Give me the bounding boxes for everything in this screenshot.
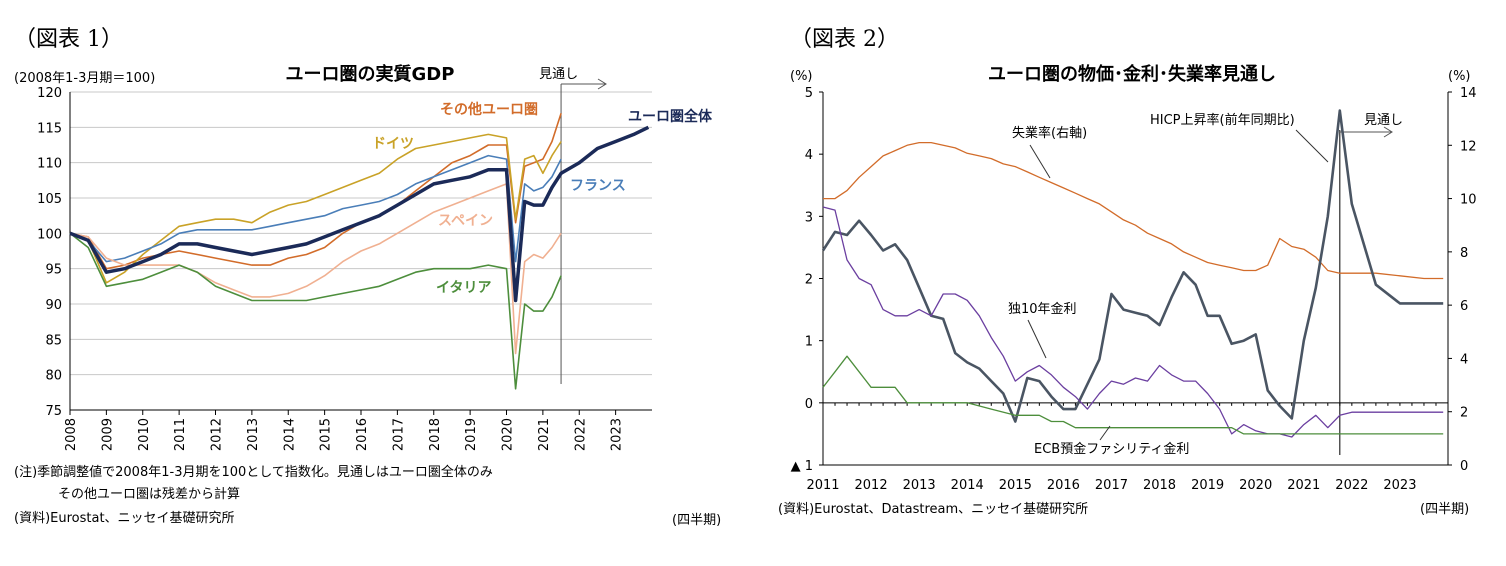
fig1-xtick-label: 2022 xyxy=(573,418,588,451)
fig2-forecast-label: 見通し xyxy=(1364,113,1403,128)
fig2-ytick-right-label: 2 xyxy=(1460,406,1468,421)
fig1-series-line-spain xyxy=(69,183,562,355)
fig1-series-label-italy: イタリア xyxy=(436,280,491,296)
fig2-forecast-arrowhead xyxy=(1383,126,1393,138)
fig2-xtick-label: 2020 xyxy=(1239,478,1272,493)
fig2-source: (資料)Eurostat、Datastream、ニッセイ基礎研究所 xyxy=(778,502,1088,517)
fig2-xtick-label: 2012 xyxy=(855,478,888,493)
fig1-series-label-france: フランス xyxy=(570,178,626,194)
fig2-xtick-label: 2016 xyxy=(1047,478,1080,493)
fig2-ytick-left-label: 0 xyxy=(805,397,813,412)
fig2-xtick-label: 2017 xyxy=(1095,478,1128,493)
fig1-forecast-arrowhead xyxy=(597,78,607,90)
fig1-ytick-label: 90 xyxy=(45,298,62,313)
fig1-source: (資料)Eurostat、ニッセイ基礎研究所 xyxy=(14,511,235,526)
fig2-annotation-unemp: 失業率(右軸) xyxy=(1012,125,1087,141)
fig2-ytick-right-label: 10 xyxy=(1460,193,1477,208)
fig1-ylabel: (2008年1-3月期＝100) xyxy=(14,71,155,86)
fig1-xtick-label: 2016 xyxy=(355,418,370,451)
fig1-ytick-label: 115 xyxy=(37,121,62,136)
fig2-series-line-unemp xyxy=(823,141,1444,280)
fig2-ytick-left-label: 5 xyxy=(805,86,813,101)
fig2-series-line-hicp xyxy=(821,109,1444,423)
fig2-ytick-left-label: ▲ 1 xyxy=(791,459,813,474)
fig1-ytick-label: 85 xyxy=(45,333,62,348)
fig2-ytick-right-label: 0 xyxy=(1460,459,1468,474)
fig2-series-line-bund xyxy=(822,206,1444,438)
fig1-series-label-spain: スペイン xyxy=(438,213,493,229)
fig1-xtick-label: 2019 xyxy=(464,418,479,451)
fig2-leader-ecb xyxy=(1099,425,1111,441)
fig1-xtick-label: 2011 xyxy=(173,418,188,451)
fig2-xtick-label: 2018 xyxy=(1143,478,1176,493)
fig2-xtick-label: 2023 xyxy=(1383,478,1416,493)
fig1-xtick-label: 2021 xyxy=(537,418,552,451)
fig1-series-line-france xyxy=(69,154,562,263)
fig1-series-label-other: その他ユーロ圏 xyxy=(440,101,538,118)
fig1-series-line-eurozone xyxy=(69,125,650,303)
fig2-annotation-bund: 独10年金利 xyxy=(1008,301,1077,317)
fig1-xtick-label: 2009 xyxy=(100,418,115,451)
fig1-note-2: その他ユーロ圏は残差から計算 xyxy=(58,486,240,502)
fig1-ytick-label: 105 xyxy=(37,192,62,207)
fig2-ytick-right-label: 12 xyxy=(1460,139,1477,154)
fig2-series-line-ecb xyxy=(822,355,1444,435)
fig1-ytick-label: 95 xyxy=(45,263,62,278)
fig2-xtick-label: 2011 xyxy=(806,478,839,493)
fig2-ytick-left-label: 3 xyxy=(805,210,813,225)
fig2-ytick-right-label: 14 xyxy=(1460,86,1477,101)
fig1-xtick-label: 2008 xyxy=(64,418,79,451)
fig1-xtick-label: 2015 xyxy=(319,418,334,451)
fig1-series-label-germany: ドイツ xyxy=(372,136,414,152)
fig1-xtick-label: 2017 xyxy=(391,418,406,451)
fig2-xlabel: (四半期) xyxy=(1420,502,1469,517)
fig1-ytick-label: 75 xyxy=(45,404,62,419)
fig1-xtick-label: 2014 xyxy=(282,418,297,451)
fig1-ytick-label: 100 xyxy=(37,227,62,242)
fig1-series-label-eurozone: ユーロ圏全体 xyxy=(628,108,713,125)
fig2-ytick-right-label: 6 xyxy=(1460,299,1468,314)
fig2-xtick-label: 2014 xyxy=(951,478,984,493)
fig2-xtick-label: 2019 xyxy=(1191,478,1224,493)
fig1-xtick-label: 2010 xyxy=(137,418,152,451)
fig2-ytick-left-label: 4 xyxy=(805,148,813,163)
fig1-label: （図表 1） xyxy=(14,27,123,52)
fig2-xtick-label: 2015 xyxy=(999,478,1032,493)
fig1-xtick-label: 2023 xyxy=(610,418,625,451)
fig2-leader-bund xyxy=(1027,319,1047,359)
fig2-label: （図表 2） xyxy=(790,27,899,52)
fig2-ytick-right-label: 4 xyxy=(1460,352,1468,367)
fig1-xtick-label: 2018 xyxy=(428,418,443,451)
fig2-annotation-hicp: HICP上昇率(前年同期比) xyxy=(1150,112,1295,128)
fig2-ytick-right-label: 8 xyxy=(1460,246,1468,261)
fig1-xtick-label: 2020 xyxy=(501,418,516,451)
fig2-leader-hicp xyxy=(1295,129,1329,163)
fig2-ytick-left-label: 1 xyxy=(805,335,813,350)
fig1-xtick-label: 2012 xyxy=(210,418,225,451)
fig2-xtick-label: 2021 xyxy=(1287,478,1320,493)
fig2-ylabel-right: (%) xyxy=(1448,69,1471,84)
fig2-xtick-label: 2013 xyxy=(903,478,936,493)
fig2-xtick-label: 2022 xyxy=(1335,478,1368,493)
fig1-ytick-label: 80 xyxy=(45,369,62,384)
fig1-title: ユーロ圏の実質GDP xyxy=(286,63,455,85)
fig1-series-line-germany xyxy=(69,133,562,284)
fig2-leader-unemp xyxy=(1029,144,1051,179)
fig2-ytick-left-label: 2 xyxy=(805,273,813,288)
fig1-forecast-label: 見通し xyxy=(539,67,578,82)
fig1-xtick-label: 2013 xyxy=(246,418,261,451)
fig1-ytick-label: 120 xyxy=(37,86,62,101)
fig1-series-line-italy xyxy=(69,232,562,390)
fig1-ytick-label: 110 xyxy=(37,157,62,172)
fig2-ylabel-left: (%) xyxy=(790,69,813,84)
fig2-title: ユーロ圏の物価･金利･失業率見通し xyxy=(988,63,1276,85)
fig1-note-1: (注)季節調整値で2008年1-3月期を100として指数化。見通しはユーロ圏全体… xyxy=(14,464,493,480)
fig2-annotation-ecb: ECB預金ファシリティ金利 xyxy=(1034,441,1189,457)
fig1-xlabel: (四半期) xyxy=(672,513,721,528)
